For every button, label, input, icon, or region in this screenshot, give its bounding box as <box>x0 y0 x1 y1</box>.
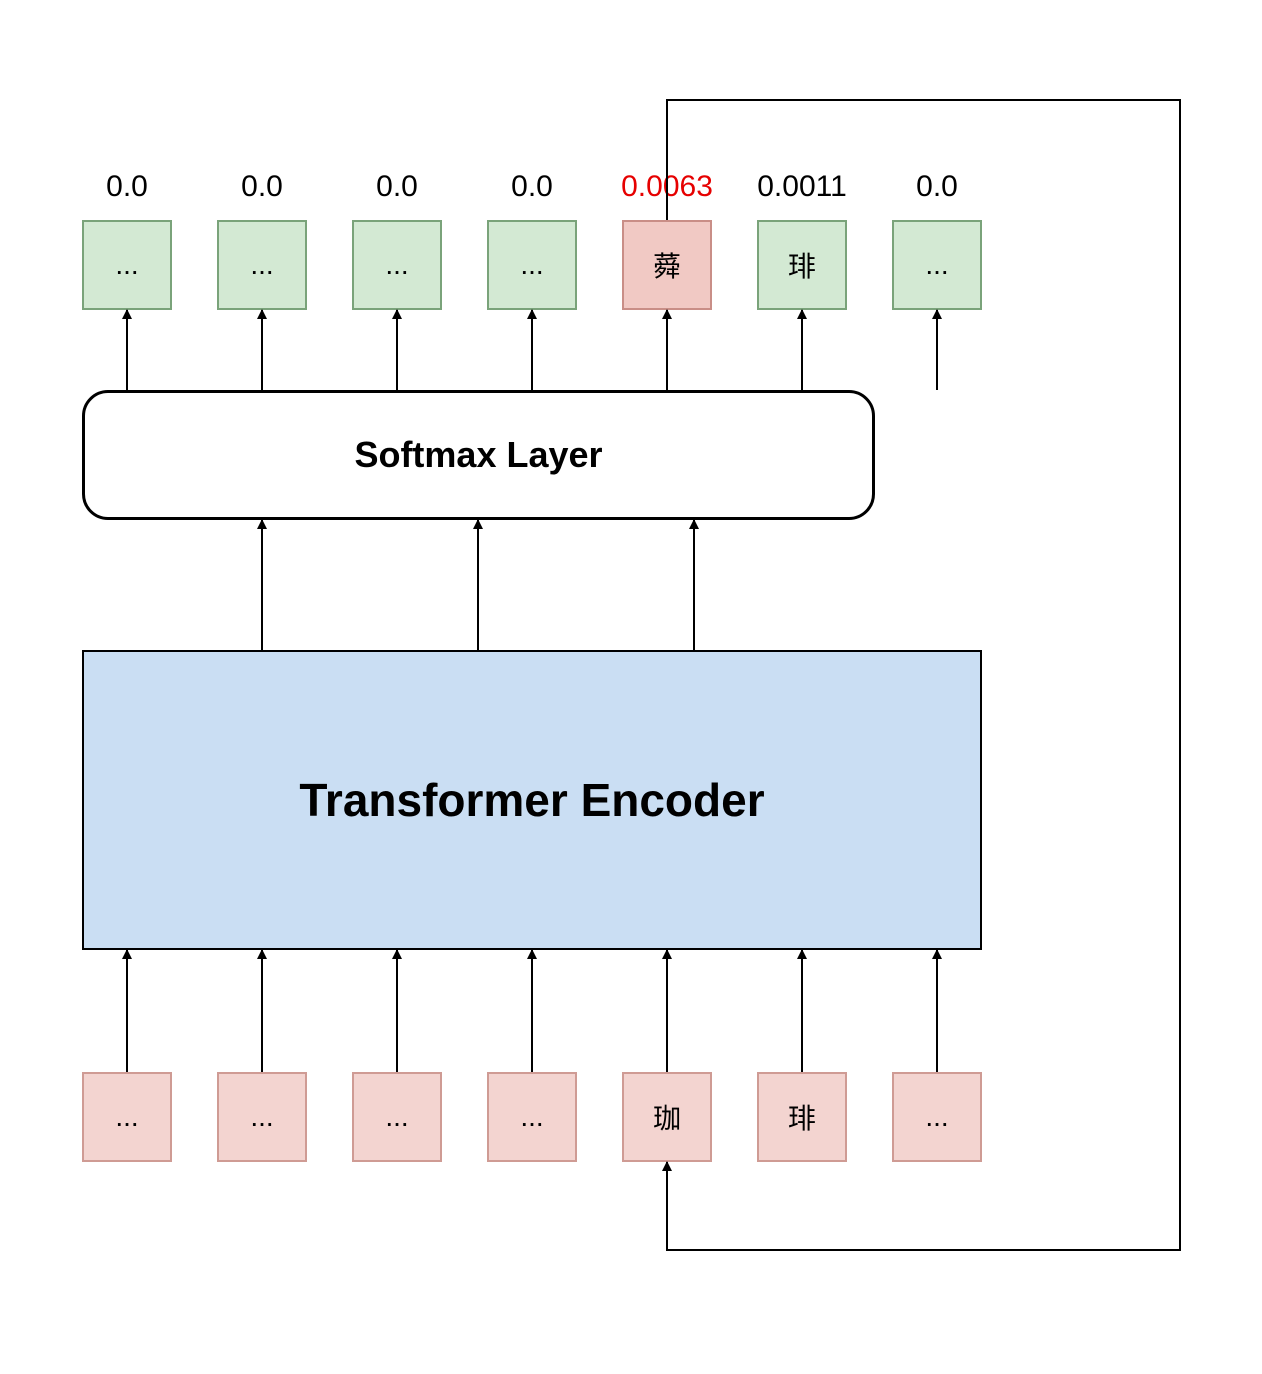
transformer-encoder-label: Transformer Encoder <box>299 773 764 827</box>
transformer-encoder-box: Transformer Encoder <box>82 650 982 950</box>
input-token-label: ... <box>925 1101 948 1133</box>
output-token-box: 蕣 <box>622 220 712 310</box>
input-token-label: ... <box>250 1101 273 1133</box>
input-token-box: ... <box>82 1072 172 1162</box>
output-token-box: ... <box>487 220 577 310</box>
input-token-box: ... <box>487 1072 577 1162</box>
output-token-box: ... <box>82 220 172 310</box>
output-score-label: 0.0 <box>511 170 553 204</box>
output-score-label: 0.0 <box>916 170 958 204</box>
output-token-label: ... <box>925 249 948 281</box>
output-token-label: ... <box>250 249 273 281</box>
input-token-label: ... <box>520 1101 543 1133</box>
input-token-box: 珈 <box>622 1072 712 1162</box>
input-token-box: ... <box>892 1072 982 1162</box>
input-token-label: 琲 <box>788 1097 816 1137</box>
input-token-box: ... <box>217 1072 307 1162</box>
output-score-label: 0.0 <box>376 170 418 204</box>
input-token-box: 琲 <box>757 1072 847 1162</box>
output-token-box: ... <box>892 220 982 310</box>
output-token-label: ... <box>520 249 543 281</box>
input-token-label: ... <box>385 1101 408 1133</box>
output-token-label: ... <box>115 249 138 281</box>
output-token-label: ... <box>385 249 408 281</box>
input-token-label: 珈 <box>653 1097 681 1137</box>
output-token-box: ... <box>217 220 307 310</box>
output-score-label: 0.0 <box>241 170 283 204</box>
input-token-box: ... <box>352 1072 442 1162</box>
output-token-label: 琲 <box>788 245 816 285</box>
output-score-label: 0.0011 <box>757 170 847 204</box>
output-token-label: 蕣 <box>653 245 681 285</box>
output-token-box: 琲 <box>757 220 847 310</box>
diagram-stage: 0.0 0.0 0.0 0.0 0.0063 0.0011 0.0 ............… <box>0 0 1262 1374</box>
input-token-label: ... <box>115 1101 138 1133</box>
softmax-layer-label: Softmax Layer <box>354 434 602 476</box>
softmax-layer-box: Softmax Layer <box>82 390 875 520</box>
output-token-box: ... <box>352 220 442 310</box>
output-score-label: 0.0 <box>106 170 148 204</box>
output-score-label: 0.0063 <box>621 170 713 204</box>
